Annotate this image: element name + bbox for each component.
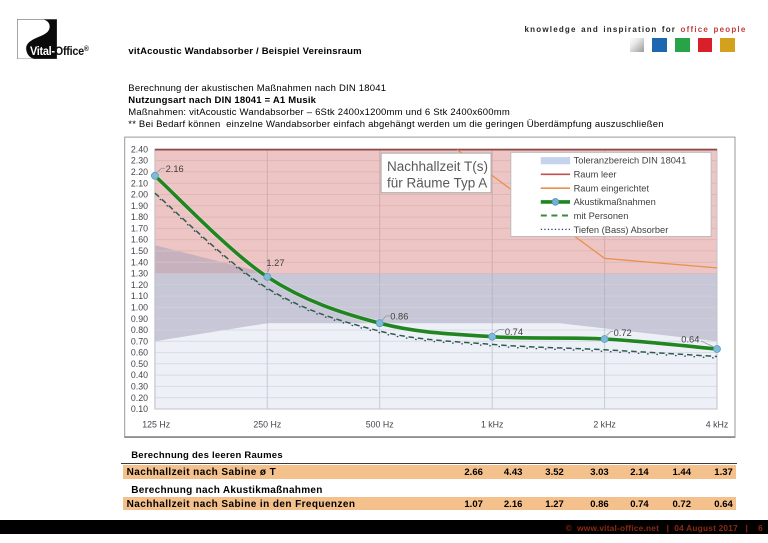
svg-text:1.27: 1.27 [266,258,284,268]
svg-text:0.10: 0.10 [131,404,148,414]
svg-text:für Räume Typ A: für Räume Typ A [387,175,487,190]
svg-text:1.00: 1.00 [131,303,148,313]
svg-text:2.30: 2.30 [131,156,148,166]
svg-text:1.30: 1.30 [131,269,148,279]
svg-text:1 kHz: 1 kHz [481,420,504,430]
svg-text:2.20: 2.20 [131,167,148,177]
svg-text:1.40: 1.40 [131,257,148,267]
svg-text:1.90: 1.90 [131,201,148,211]
svg-text:Raum eingerichtet: Raum eingerichtet [574,183,650,193]
svg-text:2.10: 2.10 [131,178,148,188]
svg-text:Toleranzbereich DIN 18041: Toleranzbereich DIN 18041 [574,156,687,166]
svg-text:0.74: 0.74 [505,327,523,337]
svg-text:0.60: 0.60 [131,348,148,358]
svg-text:0.40: 0.40 [131,370,148,380]
svg-text:0.50: 0.50 [131,359,148,369]
svg-text:1.60: 1.60 [131,235,148,245]
svg-text:0.20: 0.20 [131,393,148,403]
svg-text:0.86: 0.86 [390,311,408,321]
svg-text:0.30: 0.30 [131,382,148,392]
svg-text:2 kHz: 2 kHz [593,420,616,430]
svg-text:1.20: 1.20 [131,280,148,290]
svg-text:2.40: 2.40 [131,144,148,154]
svg-text:2.00: 2.00 [131,190,148,200]
svg-text:0.90: 0.90 [131,314,148,324]
svg-text:1.80: 1.80 [131,212,148,222]
svg-text:125 Hz: 125 Hz [142,420,170,430]
svg-text:1.70: 1.70 [131,224,148,234]
svg-text:2.16: 2.16 [166,164,184,174]
svg-text:0.80: 0.80 [131,325,148,335]
svg-text:Akustikmaßnahmen: Akustikmaßnahmen [574,197,656,207]
svg-text:Tiefen (Bass) Absorber: Tiefen (Bass) Absorber [574,225,669,235]
svg-text:mit Personen: mit Personen [574,211,629,221]
svg-text:1.50: 1.50 [131,246,148,256]
svg-text:4 kHz: 4 kHz [706,420,729,430]
svg-text:500 Hz: 500 Hz [366,420,394,430]
svg-text:0.72: 0.72 [614,328,632,338]
svg-text:1.10: 1.10 [131,291,148,301]
svg-text:250 Hz: 250 Hz [253,420,281,430]
svg-text:Nachhallzeit T(s): Nachhallzeit T(s) [387,159,488,174]
svg-text:0.64: 0.64 [681,335,699,345]
svg-text:Raum leer: Raum leer [574,170,617,180]
svg-text:0.70: 0.70 [131,336,148,346]
